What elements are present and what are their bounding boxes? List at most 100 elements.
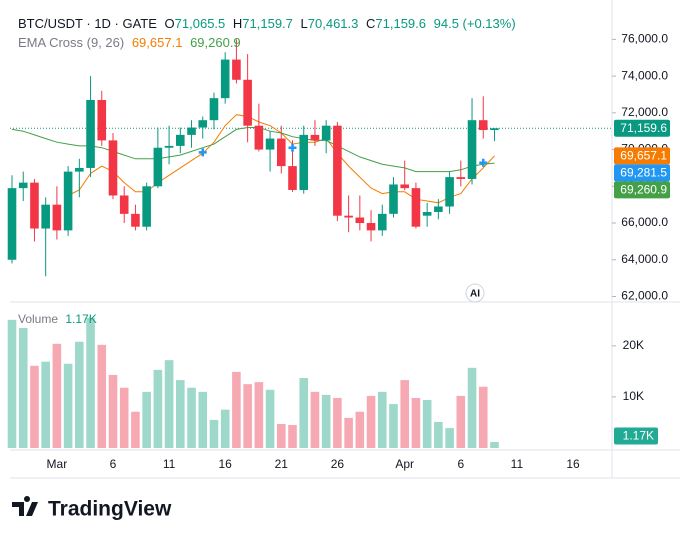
ema-fast-value: 69,657.1 [131,35,183,50]
logo[interactable]: TradingView [12,496,172,521]
volume-bar [164,360,174,448]
volume-bar [377,391,387,448]
candle-body [164,145,174,148]
volume-bar [389,404,398,448]
candle-body [97,99,107,141]
y-tick-label: 74,000.0 [621,68,668,82]
y-tick-label: 76,000.0 [621,32,668,46]
volume-badge [614,427,658,445]
volume-bar [187,387,196,448]
indicator-legend: EMA Cross (9, 26) 69,657.1 69,260.9 [18,35,241,50]
x-tick-label: 11 [163,457,176,471]
candle-body [467,120,477,179]
volume-bar [321,394,331,448]
volume-bar [467,367,477,448]
candle-body [422,212,432,216]
volume-bar [422,399,432,448]
candle-body [344,215,353,218]
low-value: 70,461.3 [307,16,359,31]
price-badge-label: 71,159.6 [620,121,667,135]
ai-badge-circle [465,283,485,303]
candle-body [366,223,376,231]
candle-body [220,59,230,99]
volume-tick-label: 20K [623,338,644,352]
volume-bar [355,411,365,448]
x-tick-label: 21 [275,457,289,471]
candle-body [131,213,140,227]
candle-body [119,195,129,214]
ema-cross-shape [198,148,207,157]
volume-bar [411,397,421,448]
volume-bar [52,343,62,448]
price-badge-label: 69,260.9 [620,183,667,197]
candle-body [355,217,365,224]
ema-cross [288,143,297,152]
volume-bar [288,425,297,448]
volume-bar [30,365,39,448]
x-tick-label: 16 [219,457,233,471]
high-label: H [232,16,243,31]
volume-bar [209,419,219,448]
volume-bar [86,317,95,448]
candle-body [232,59,241,80]
ema-slow-value: 69,260.9 [190,35,241,50]
low-label: L [300,16,308,31]
candle-body [389,184,398,214]
volume-bar [434,421,443,448]
x-tick-label: Mar [47,457,68,471]
candle-body [288,166,297,190]
ema-cross-shape [288,143,297,152]
volume-bar [400,380,410,448]
close-value: 71,159.6 [375,16,426,31]
x-tick-label: 26 [331,457,345,471]
candle-body [41,204,50,229]
candle-body [377,213,387,231]
volume-bar [153,369,163,448]
ai-badge[interactable]: AI [465,283,485,303]
volume-bar [142,391,151,448]
x-tick-label: 6 [457,457,464,471]
close-label: C [366,16,376,31]
volume-tick-label: 10K [623,389,644,403]
candle-body [276,138,286,167]
candle-body [52,204,62,231]
volume-bar [119,387,129,448]
x-tick-label: Apr [395,457,414,471]
candle-body [411,188,421,227]
candle-body [86,99,95,168]
candle-body [63,171,73,231]
x-tick-label: 6 [110,457,117,471]
candle-body [254,125,264,150]
candle-body [243,79,252,126]
open-label: O [164,16,175,31]
candle-body [18,182,28,189]
indicator-name: EMA Cross (9, 26) [18,35,125,50]
volume-bar [456,395,466,448]
volume-bar [276,423,286,448]
volume-bar [63,363,73,448]
price-badge [614,164,670,182]
high-value: 71,159.7 [242,16,293,31]
x-tick-label: 16 [566,457,580,471]
logo-text: TradingView [48,498,172,521]
candle-body [400,184,410,189]
ema-cross [479,158,488,167]
candle-body [456,177,466,179]
volume-legend: Volume 1.17K [18,312,97,326]
volume-bar [333,397,342,448]
symbol: BTC/USDT · 1D · GATE [18,16,157,31]
volume-badge-label: 1.17K [623,429,654,443]
volume-bar [198,391,208,448]
volume-bar [7,319,17,448]
volume-bar [108,374,118,448]
candle-body [445,177,454,207]
ema-line [11,127,495,173]
y-tick-label: 64,000.0 [621,252,668,266]
candle-body [321,125,331,141]
y-tick-label: 72,000.0 [621,105,668,119]
price-badge [614,119,670,137]
candle-body [187,127,196,135]
volume-bar [299,378,309,448]
